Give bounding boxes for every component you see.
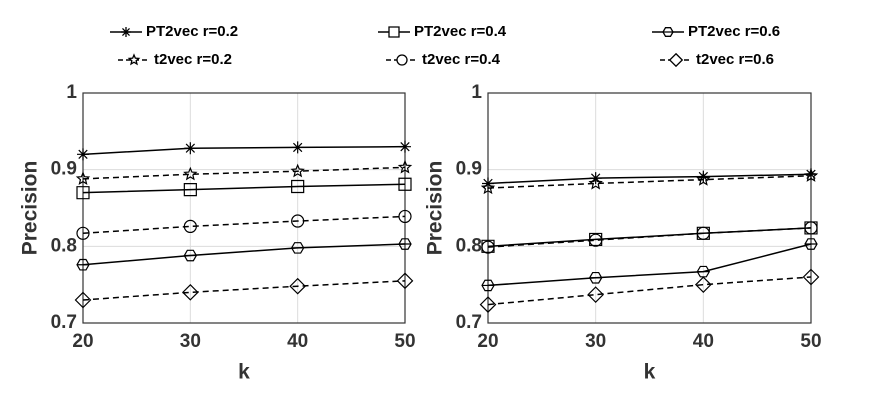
data-point [398, 177, 412, 191]
x-tick-label: 30 [585, 331, 606, 352]
data-point [589, 233, 603, 247]
legend-marker [127, 53, 141, 66]
data-point [696, 265, 711, 278]
data-point [587, 286, 605, 303]
axes-box [82, 92, 406, 324]
legend-marker [121, 27, 131, 37]
series-line [82, 215, 406, 235]
data-point [397, 159, 413, 174]
y-tick-label: 1 [66, 82, 77, 103]
data-point [76, 258, 90, 271]
data-point [588, 175, 603, 190]
data-point [183, 219, 197, 233]
legend-label: t2vec r=0.4 [422, 51, 501, 68]
data-point [291, 141, 304, 154]
data-point [697, 170, 710, 183]
y-axis-label: Precision [424, 161, 447, 256]
data-point [181, 283, 199, 301]
y-tick-label: 0.7 [51, 312, 77, 333]
data-point [398, 238, 412, 250]
series-line [487, 227, 812, 248]
legend-marker [396, 54, 408, 66]
data-point [183, 166, 198, 181]
series-line [487, 243, 812, 287]
legend-marker [388, 26, 400, 38]
data-point [74, 291, 92, 309]
data-point [694, 276, 712, 294]
x-tick-label: 30 [180, 331, 201, 352]
x-tick-label: 50 [394, 331, 415, 352]
data-point [290, 242, 305, 254]
y-tick-label: 0.7 [456, 312, 482, 333]
legend-label: t2vec r=0.2 [154, 51, 232, 68]
series-line [82, 166, 406, 180]
x-tick-label: 40 [287, 331, 308, 352]
y-tick-label: 0.8 [456, 235, 482, 256]
data-point [290, 163, 305, 178]
x-axis-label: k [644, 361, 656, 384]
data-point [396, 272, 414, 290]
data-point [481, 279, 495, 292]
legend-label: PT2vec r=0.4 [414, 23, 507, 40]
series-line [82, 145, 406, 156]
plot-area [83, 93, 405, 323]
data-point [805, 168, 817, 181]
legend-marker [668, 52, 684, 68]
legend-label: PT2vec r=0.6 [688, 23, 780, 40]
data-point [183, 249, 198, 262]
series-line [487, 173, 812, 185]
data-point [696, 226, 710, 240]
data-point [77, 148, 89, 161]
data-point [802, 268, 820, 286]
y-tick-label: 0.9 [456, 159, 482, 180]
y-axis-label: Precision [19, 161, 42, 256]
data-point [184, 142, 197, 155]
data-point [398, 209, 412, 224]
data-point [75, 171, 91, 185]
data-point [804, 221, 818, 235]
data-point [588, 271, 603, 284]
data-point [804, 238, 818, 250]
data-point [183, 183, 197, 197]
data-point [291, 214, 305, 228]
data-point [803, 168, 819, 182]
plot-area [488, 93, 811, 323]
data-point [289, 277, 307, 295]
x-tick-label: 40 [693, 331, 714, 352]
series-line [487, 175, 812, 189]
x-tick-label: 20 [72, 331, 93, 352]
legend-label: t2vec r=0.6 [696, 51, 774, 68]
data-point [696, 172, 711, 186]
data-point [399, 140, 411, 153]
series-line [82, 280, 406, 301]
series-line [82, 243, 406, 266]
legend-label: PT2vec r=0.2 [146, 23, 238, 40]
data-point [479, 296, 497, 313]
data-point [76, 226, 90, 240]
y-tick-label: 0.8 [51, 235, 77, 256]
legend-marker [662, 27, 674, 37]
series-line [487, 276, 812, 306]
data-point [481, 240, 495, 254]
series-line [82, 183, 406, 194]
x-axis-label: k [238, 361, 250, 384]
axes-box [487, 92, 812, 324]
x-tick-label: 50 [800, 331, 821, 352]
data-point [76, 186, 90, 200]
x-tick-label: 20 [477, 331, 498, 352]
y-tick-label: 1 [471, 82, 482, 103]
y-tick-label: 0.9 [51, 159, 77, 180]
data-point [480, 180, 496, 195]
data-point [291, 179, 305, 194]
